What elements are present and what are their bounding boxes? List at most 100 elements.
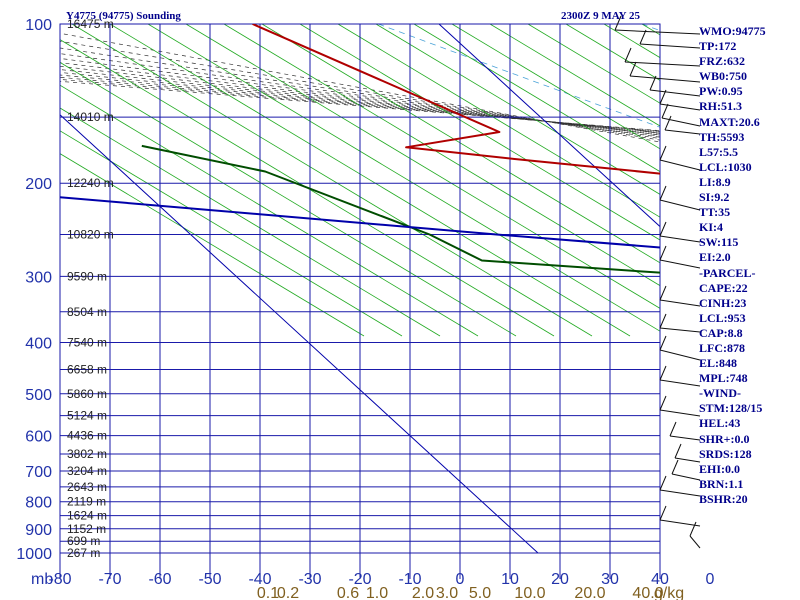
wind-barb [660, 328, 700, 332]
pressure-tick-label: 900 [25, 522, 52, 539]
height-label: 7540 m [67, 335, 107, 349]
height-label: 16475 m [67, 17, 114, 31]
mixing-ratio-tick-label: 20.0 [574, 585, 605, 600]
height-label: 10820 m [67, 228, 114, 242]
dry-adiabat [756, 24, 800, 336]
wind-barb-flag [662, 104, 668, 118]
dry-adiabat [72, 24, 592, 336]
wind-barb-flag [660, 366, 666, 380]
dry-adiabat [262, 24, 782, 336]
wind-barb [660, 236, 700, 242]
wind-barb [650, 90, 700, 96]
dry-adiabat [148, 24, 668, 336]
dry-adiabat [528, 24, 800, 336]
wind-barb [660, 520, 700, 526]
dry-adiabat [110, 24, 630, 336]
height-label: 3204 m [67, 464, 107, 478]
height-label: 1624 m [67, 509, 107, 523]
wind-barb-flag [660, 146, 666, 160]
wind-barb-flag [660, 506, 666, 520]
wind-barb-flag [675, 444, 681, 458]
height-label: 5124 m [67, 409, 107, 423]
wind-barb-flag [660, 476, 666, 490]
wind-barb-flag [672, 460, 678, 474]
wind-barb-flag [660, 246, 666, 260]
height-label: 14010 m [67, 110, 114, 124]
wind-barb [690, 536, 700, 548]
vertical-gridlines [60, 24, 660, 579]
wind-barb [660, 410, 700, 416]
dry-adiabat [186, 24, 706, 336]
wind-barb [672, 474, 700, 480]
wind-barb-flag [660, 186, 666, 200]
wind-barb [675, 458, 700, 462]
mixing-ratio-tick-label: 2.0 [412, 585, 434, 600]
wind-barb-flag [670, 422, 676, 436]
height-label: 2643 m [67, 480, 107, 494]
dry-adiabat [794, 24, 800, 336]
dry-adiabat [680, 24, 800, 336]
moist-adiabats [0, 24, 800, 553]
height-label: 9590 m [67, 269, 107, 283]
mixing-ratio-tick-label: 10.0 [514, 585, 545, 600]
height-label: 6658 m [67, 363, 107, 377]
dry-adiabats [0, 24, 800, 336]
temperature-tick-label: -80 [48, 571, 71, 588]
height-label: 4436 m [67, 429, 107, 443]
mixing-ratio-tick-label: 5.0 [469, 585, 491, 600]
wind-barb-flag [665, 116, 671, 130]
mixing-ratio-tick-label: 0.6 [337, 585, 359, 600]
mixing-ratio-tick-label: 3.0 [436, 585, 458, 600]
dry-adiabat [414, 24, 800, 336]
pressure-tick-label: 100 [25, 17, 52, 34]
wind-barb-flag [660, 314, 666, 328]
dry-adiabat [566, 24, 800, 336]
moist-adiabat [0, 24, 800, 553]
wind-barb [660, 350, 700, 360]
dry-adiabat [604, 24, 800, 336]
wind-barb [660, 300, 700, 306]
mixing-ratio-tick-label: 0.1 [257, 585, 279, 600]
wind-barb-flag [615, 16, 621, 30]
pressure-tick-label: 500 [25, 387, 52, 404]
height-label: 5860 m [67, 387, 107, 401]
height-label: 8504 m [67, 305, 107, 319]
temperature-tick-label: 20 [551, 571, 569, 588]
wind-barb-flag [625, 48, 631, 62]
wind-barb-flag [660, 222, 666, 236]
height-label: 2119 m [67, 495, 106, 509]
dry-adiabat [642, 24, 800, 336]
pressure-tick-label: 200 [25, 176, 52, 193]
wind-barb [660, 260, 700, 268]
height-label: 12240 m [67, 176, 114, 190]
wind-barb-flag [640, 30, 646, 44]
mixing-ratio-tick-label: 1.0 [366, 585, 388, 600]
dry-adiabat [718, 24, 800, 336]
pressure-tick-label: 400 [25, 335, 52, 352]
pressure-tick-label: 300 [25, 269, 52, 286]
pressure-tick-label: 1000 [16, 546, 52, 563]
wind-barb [660, 160, 700, 170]
wind-barb [630, 76, 700, 82]
dry-adiabat [224, 24, 744, 336]
mixing-ratio-unit: g/kg [654, 585, 684, 600]
dry-adiabat [490, 24, 800, 336]
temperature-tick-label: -50 [198, 571, 221, 588]
pressure-tick-label: 700 [25, 464, 52, 481]
wind-barb [640, 44, 700, 48]
pressure-tick-label: 600 [25, 429, 52, 446]
height-label: 267 m [67, 546, 100, 560]
temperature-tick-label: -30 [298, 571, 321, 588]
wind-barb [665, 130, 700, 134]
wind-barb-flag [660, 396, 666, 410]
dry-adiabat [376, 24, 800, 336]
wind-barb-flag [690, 522, 696, 536]
wind-barb [660, 200, 700, 210]
wind-barb-flag [660, 286, 666, 300]
temperature-tick-label: 0 [706, 571, 715, 588]
wind-barb [660, 380, 700, 386]
mixing-ratio-tick-label: 0.2 [277, 585, 299, 600]
height-label: 3802 m [67, 447, 107, 461]
dry-adiabat [300, 24, 800, 336]
wind-barb [660, 490, 700, 496]
